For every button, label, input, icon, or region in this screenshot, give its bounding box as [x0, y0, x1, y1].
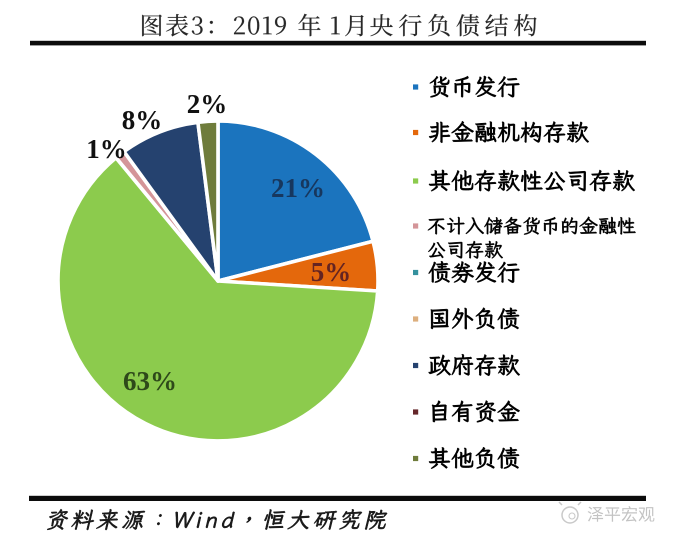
svg-text:5%: 5% [311, 257, 352, 287]
svg-text:2%: 2% [187, 89, 228, 119]
svg-text:8%: 8% [122, 105, 163, 135]
svg-text:21%: 21% [271, 173, 325, 203]
svg-text:1%: 1% [86, 134, 127, 164]
svg-text:63%: 63% [123, 366, 177, 396]
